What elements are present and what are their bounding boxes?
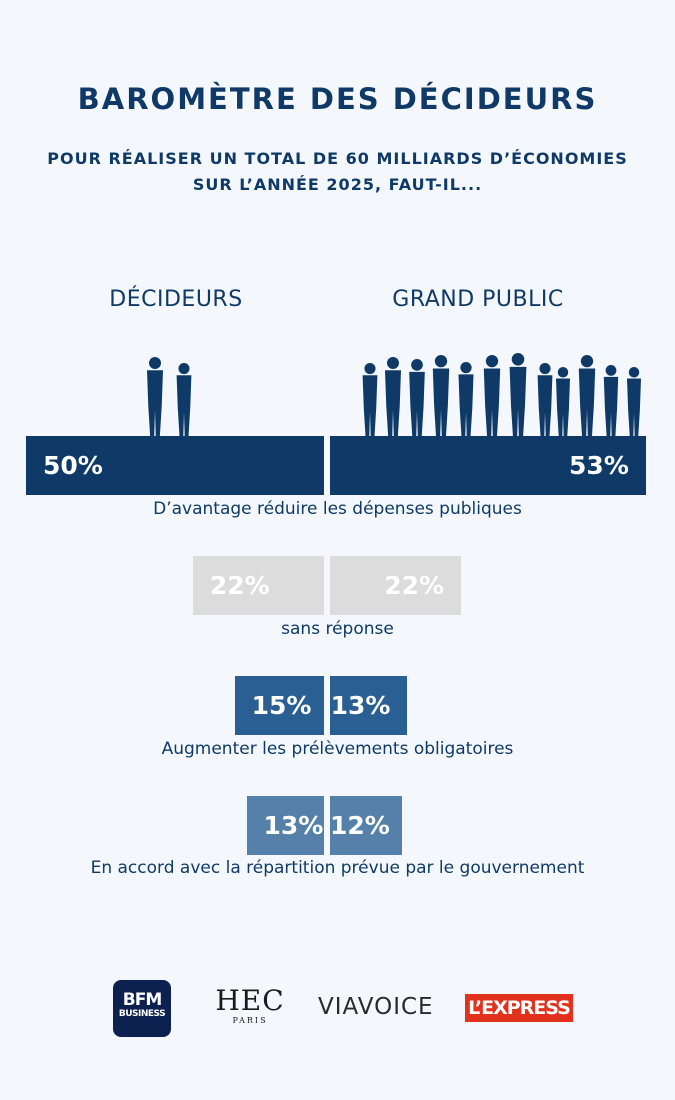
person-silhouette xyxy=(483,355,501,437)
bar-grand-public-3: 13% xyxy=(330,676,408,735)
bar-decideurs-2: 22% xyxy=(192,556,324,615)
hec-logo-subtext: PARIS xyxy=(232,1016,268,1025)
bar-grand-public-1: 53% xyxy=(330,436,646,495)
person-silhouette xyxy=(147,357,163,437)
person-silhouette xyxy=(409,359,425,437)
page-title: BAROMÈTRE DES DÉCIDEURS xyxy=(77,82,598,116)
group-label-decideurs: DÉCIDEURS xyxy=(109,287,243,312)
people-silhouette-icon xyxy=(147,353,641,437)
page-subtitle: POUR RÉALISER UN TOTAL DE 60 MILLIARDS D… xyxy=(0,146,675,198)
person-silhouette xyxy=(556,367,570,437)
bar-decideurs-3: 15% xyxy=(234,676,324,735)
person-silhouette xyxy=(627,367,641,437)
person-silhouette xyxy=(578,355,596,437)
bar-decideurs-1: 50% xyxy=(26,436,324,495)
bfm-logo-text: BFM xyxy=(122,990,163,1010)
hec-paris-logo: HEC PARIS xyxy=(205,986,295,1026)
person-silhouette xyxy=(176,363,192,437)
bar-grand-public-4: 12% xyxy=(330,796,402,855)
category-label-4: En accord avec la répartition prévue par… xyxy=(90,858,585,878)
bfm-logo-subtext: BUSINESS xyxy=(118,1009,166,1019)
person-silhouette xyxy=(385,357,401,437)
person-silhouette xyxy=(509,353,527,437)
hec-logo-text: HEC xyxy=(215,984,285,1017)
subtitle-line-2: SUR L’ANNÉE 2025, FAUT-IL... xyxy=(192,175,483,194)
category-label-2: sans réponse xyxy=(281,619,394,639)
person-silhouette xyxy=(458,362,474,437)
person-silhouette xyxy=(432,355,450,437)
person-silhouette xyxy=(603,365,619,437)
person-silhouette xyxy=(362,363,378,437)
category-label-1: D’avantage réduire les dépenses publique… xyxy=(153,499,522,519)
category-label-3: Augmenter les prélèvements obligatoires xyxy=(161,739,514,759)
viavoice-logo: VIAVOICE xyxy=(318,994,434,1020)
bar-decideurs-4: 13% xyxy=(246,796,324,855)
lexpress-logo: L’EXPRESS xyxy=(465,994,573,1022)
group-label-grand-public: GRAND PUBLIC xyxy=(392,287,564,312)
bfm-business-logo: BFM BUSINESS xyxy=(113,980,171,1037)
bar-grand-public-2: 22% xyxy=(330,556,462,615)
person-silhouette xyxy=(537,363,553,437)
subtitle-line-1: POUR RÉALISER UN TOTAL DE 60 MILLIARDS D… xyxy=(47,149,628,168)
